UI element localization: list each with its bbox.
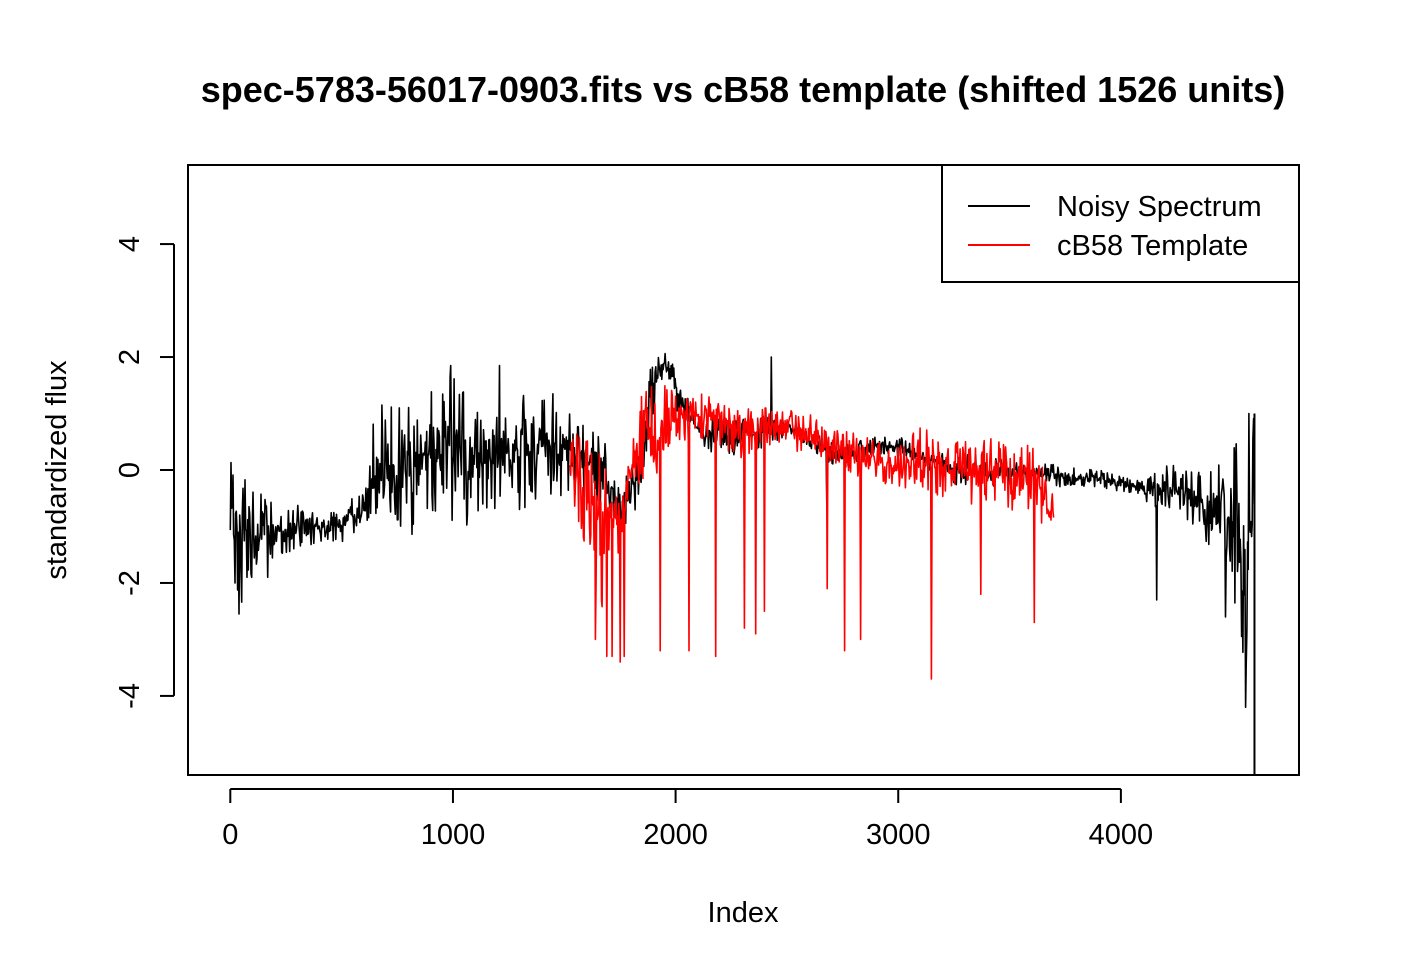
series-line-noisy-spectrum bbox=[229, 352, 1255, 708]
legend-label-cb58-template: cB58 Template bbox=[1057, 230, 1248, 262]
x-tick-label: 3000 bbox=[866, 819, 931, 851]
y-tick-label: 2 bbox=[114, 349, 146, 365]
y-axis: -4 -2 0 2 4 bbox=[114, 236, 175, 709]
y-axis-label: standardized flux bbox=[41, 360, 73, 580]
series-layer bbox=[229, 352, 1256, 774]
x-axis-label: Index bbox=[708, 897, 779, 929]
x-tick-label: 4000 bbox=[1089, 819, 1154, 851]
y-tick-label: -2 bbox=[114, 570, 146, 596]
plot-frame bbox=[187, 164, 1300, 776]
y-tick-label: 0 bbox=[114, 462, 146, 478]
chart-title: spec-5783-56017-0903.fits vs cB58 templa… bbox=[201, 69, 1286, 110]
x-axis: 0 1000 2000 3000 4000 bbox=[222, 788, 1154, 851]
y-tick-label: 4 bbox=[114, 236, 146, 252]
x-tick-label: 1000 bbox=[421, 819, 486, 851]
legend: Noisy Spectrum cB58 Template bbox=[941, 164, 1300, 283]
series-line-cb58-template bbox=[569, 385, 1055, 680]
legend-label-noisy-spectrum: Noisy Spectrum bbox=[1057, 191, 1262, 223]
y-tick-label: -4 bbox=[114, 683, 146, 709]
legend-box bbox=[941, 164, 1300, 283]
x-tick-label: 0 bbox=[222, 819, 238, 851]
x-tick-label: 2000 bbox=[643, 819, 708, 851]
